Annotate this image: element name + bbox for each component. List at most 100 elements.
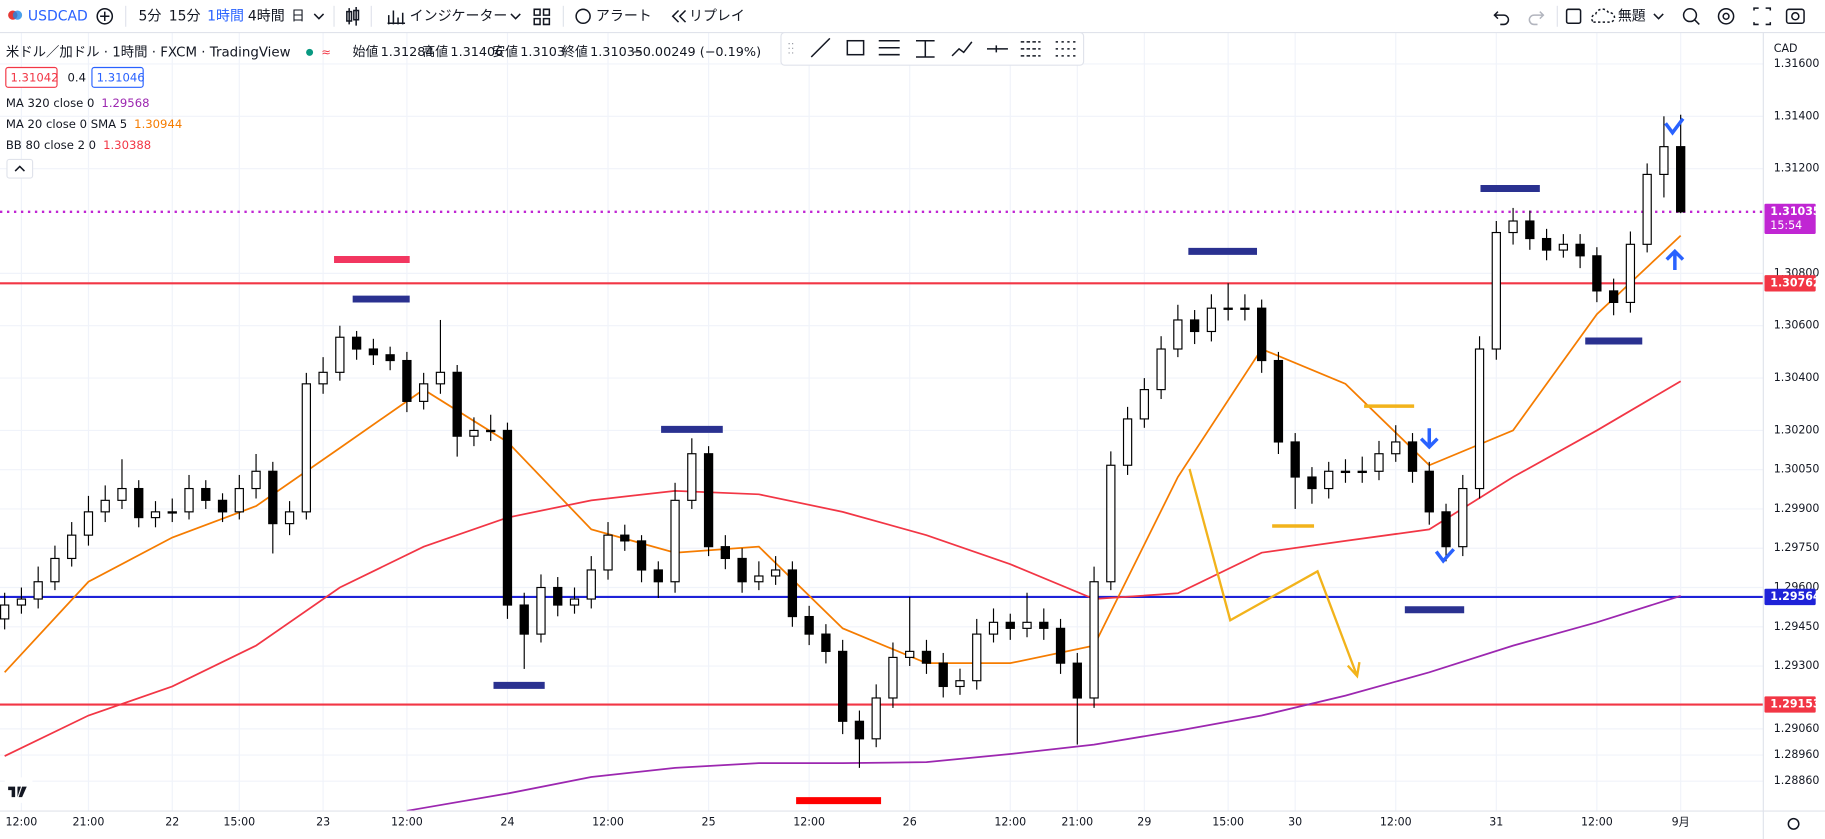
candle-body: [888, 656, 898, 699]
x-tick-label: 12:00: [793, 816, 825, 829]
candle-body: [134, 487, 144, 519]
dropdown-icon[interactable]: [1653, 13, 1664, 20]
camera-icon[interactable]: [1785, 8, 1805, 25]
indicators-button[interactable]: インジケーター: [410, 8, 508, 24]
indicators-icon[interactable]: [387, 10, 406, 25]
x-tick-label: 24: [500, 816, 514, 829]
projection-arrow[interactable]: [1188, 468, 1361, 679]
rectangle-tool[interactable]: [846, 39, 865, 56]
candle-body: [687, 453, 697, 501]
undo-icon[interactable]: [1493, 11, 1510, 26]
axis-settings-icon[interactable]: [1787, 817, 1800, 830]
x-tick-label: 12:00: [391, 816, 423, 829]
candle-body: [838, 650, 848, 722]
candle-body: [150, 511, 161, 519]
candle-body: [1290, 441, 1300, 478]
dropdown-icon[interactable]: [313, 13, 325, 20]
ask-box[interactable]: [91, 66, 144, 88]
price-tag: [1764, 696, 1816, 713]
y-tick-label: 1.30050: [1774, 463, 1820, 476]
drag-handle[interactable]: [788, 43, 794, 54]
trend-line-tool[interactable]: [810, 37, 831, 58]
candle-body: [1525, 220, 1535, 240]
collapse-button[interactable]: [6, 158, 34, 179]
indicator-value: 1.30944: [134, 117, 182, 131]
parallel-channel-tool[interactable]: [878, 39, 900, 56]
add-symbol-icon[interactable]: [96, 7, 114, 25]
candle-body: [569, 598, 580, 606]
symbol[interactable]: USDCAD: [28, 8, 88, 24]
candle-body: [83, 511, 94, 536]
candle-body: [955, 680, 965, 688]
candle-body: [821, 633, 831, 652]
candle-body: [1022, 621, 1032, 629]
user-drawings: [334, 117, 1685, 805]
path-tool[interactable]: [951, 41, 973, 57]
layout-name[interactable]: 無題: [1618, 8, 1646, 24]
candle-body: [1391, 441, 1401, 455]
templates-icon[interactable]: [533, 8, 551, 26]
fullscreen-icon[interactable]: [1753, 7, 1772, 26]
x-tick-label: 22: [165, 816, 179, 829]
indicators: [4, 235, 1682, 812]
candle-body: [921, 650, 932, 664]
candle-body: [402, 359, 412, 402]
x-tick-label: 15:00: [223, 816, 255, 829]
candle-body: [1072, 662, 1082, 699]
replay-icon[interactable]: [671, 9, 687, 23]
x-tick-label: 15:00: [1212, 816, 1244, 829]
x-tick-label: 12:00: [994, 816, 1026, 829]
currency-label[interactable]: CAD: [1774, 42, 1798, 55]
cloud-icon[interactable]: [1591, 8, 1616, 23]
y-tick-label: 1.31200: [1774, 162, 1820, 175]
check-marker[interactable]: [1434, 548, 1456, 564]
candle-body: [603, 534, 613, 571]
candle-body: [787, 569, 798, 618]
alert-icon[interactable]: [575, 8, 591, 25]
candle-body: [754, 575, 764, 583]
interval[interactable]: 日: [291, 8, 305, 24]
x-tick-label: 12:00: [1380, 816, 1412, 829]
grid: [0, 32, 1764, 812]
interval[interactable]: 5分: [139, 8, 162, 24]
redo-icon[interactable]: [1528, 11, 1545, 26]
y-tick-label: 1.29900: [1774, 502, 1820, 515]
replay-button[interactable]: リプレイ: [689, 8, 745, 24]
bid-box[interactable]: [5, 66, 58, 88]
candle-body: [519, 604, 529, 635]
horizontal-ray-tool[interactable]: [986, 45, 1008, 53]
interval-active[interactable]: 1時間: [207, 8, 244, 24]
indicator-line: [4, 235, 1682, 673]
y-tick-label: 1.30400: [1774, 371, 1820, 384]
drawing-toolbar: [780, 32, 1085, 66]
down-arrow[interactable]: [1419, 428, 1439, 450]
alert-button[interactable]: アラート: [596, 8, 652, 24]
check-marker[interactable]: [1664, 117, 1685, 136]
candle-body: [1156, 348, 1166, 391]
candle-body: [1474, 348, 1485, 490]
fullscreen-box-icon[interactable]: [1565, 8, 1582, 25]
legend-low-label: 安値: [492, 44, 518, 60]
search-icon[interactable]: [1682, 7, 1698, 23]
candle-body: [720, 546, 731, 560]
candle-body: [268, 470, 278, 525]
candle-body: [1189, 319, 1200, 333]
price-tag: [1764, 588, 1816, 606]
interval[interactable]: 4時間: [248, 8, 285, 24]
up-arrow[interactable]: [1665, 248, 1685, 270]
candle-body: [419, 383, 429, 402]
candle-body: [703, 453, 714, 548]
candle-body: [1089, 581, 1099, 699]
dropdown-icon[interactable]: [510, 13, 521, 20]
candle-body: [469, 429, 479, 437]
candle-body: [33, 581, 43, 600]
settings-icon[interactable]: [1717, 7, 1735, 25]
interval[interactable]: 15分: [169, 8, 201, 24]
x-tick-label: 9月: [1672, 816, 1690, 829]
fib-tool[interactable]: [1020, 41, 1041, 57]
price-range-tool[interactable]: [915, 39, 935, 58]
candle-body: [50, 557, 60, 583]
chart-type-icon[interactable]: [346, 6, 360, 26]
y-tick-label: 1.30600: [1774, 319, 1820, 332]
candle-body: [385, 354, 395, 362]
